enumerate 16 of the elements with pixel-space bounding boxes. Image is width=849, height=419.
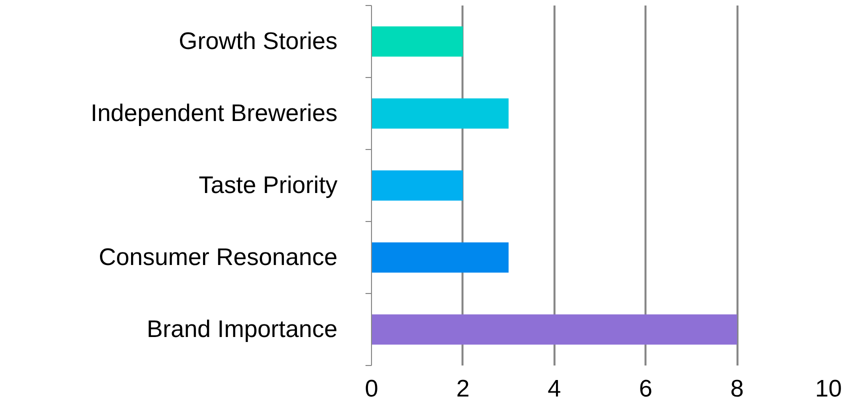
y-tick-label: Growth Stories xyxy=(178,28,338,55)
x-tick-label: 8 xyxy=(730,376,744,402)
bar xyxy=(372,170,463,201)
y-tick-label: Consumer Resonance xyxy=(98,244,338,271)
x-tick-label: 4 xyxy=(548,376,561,402)
bar xyxy=(372,26,463,57)
x-tick-label: 0 xyxy=(364,376,378,402)
x-tick-label: 6 xyxy=(639,376,652,402)
bar xyxy=(372,242,509,273)
bar xyxy=(372,314,738,345)
y-tick-label: Taste Priority xyxy=(198,172,338,199)
x-tick-label: 10 xyxy=(815,376,842,402)
y-tick-label: Brand Importance xyxy=(146,316,338,343)
x-tick-label: 2 xyxy=(456,376,470,402)
y-tick-label: Independent Breweries xyxy=(90,100,338,127)
bar xyxy=(372,98,509,129)
